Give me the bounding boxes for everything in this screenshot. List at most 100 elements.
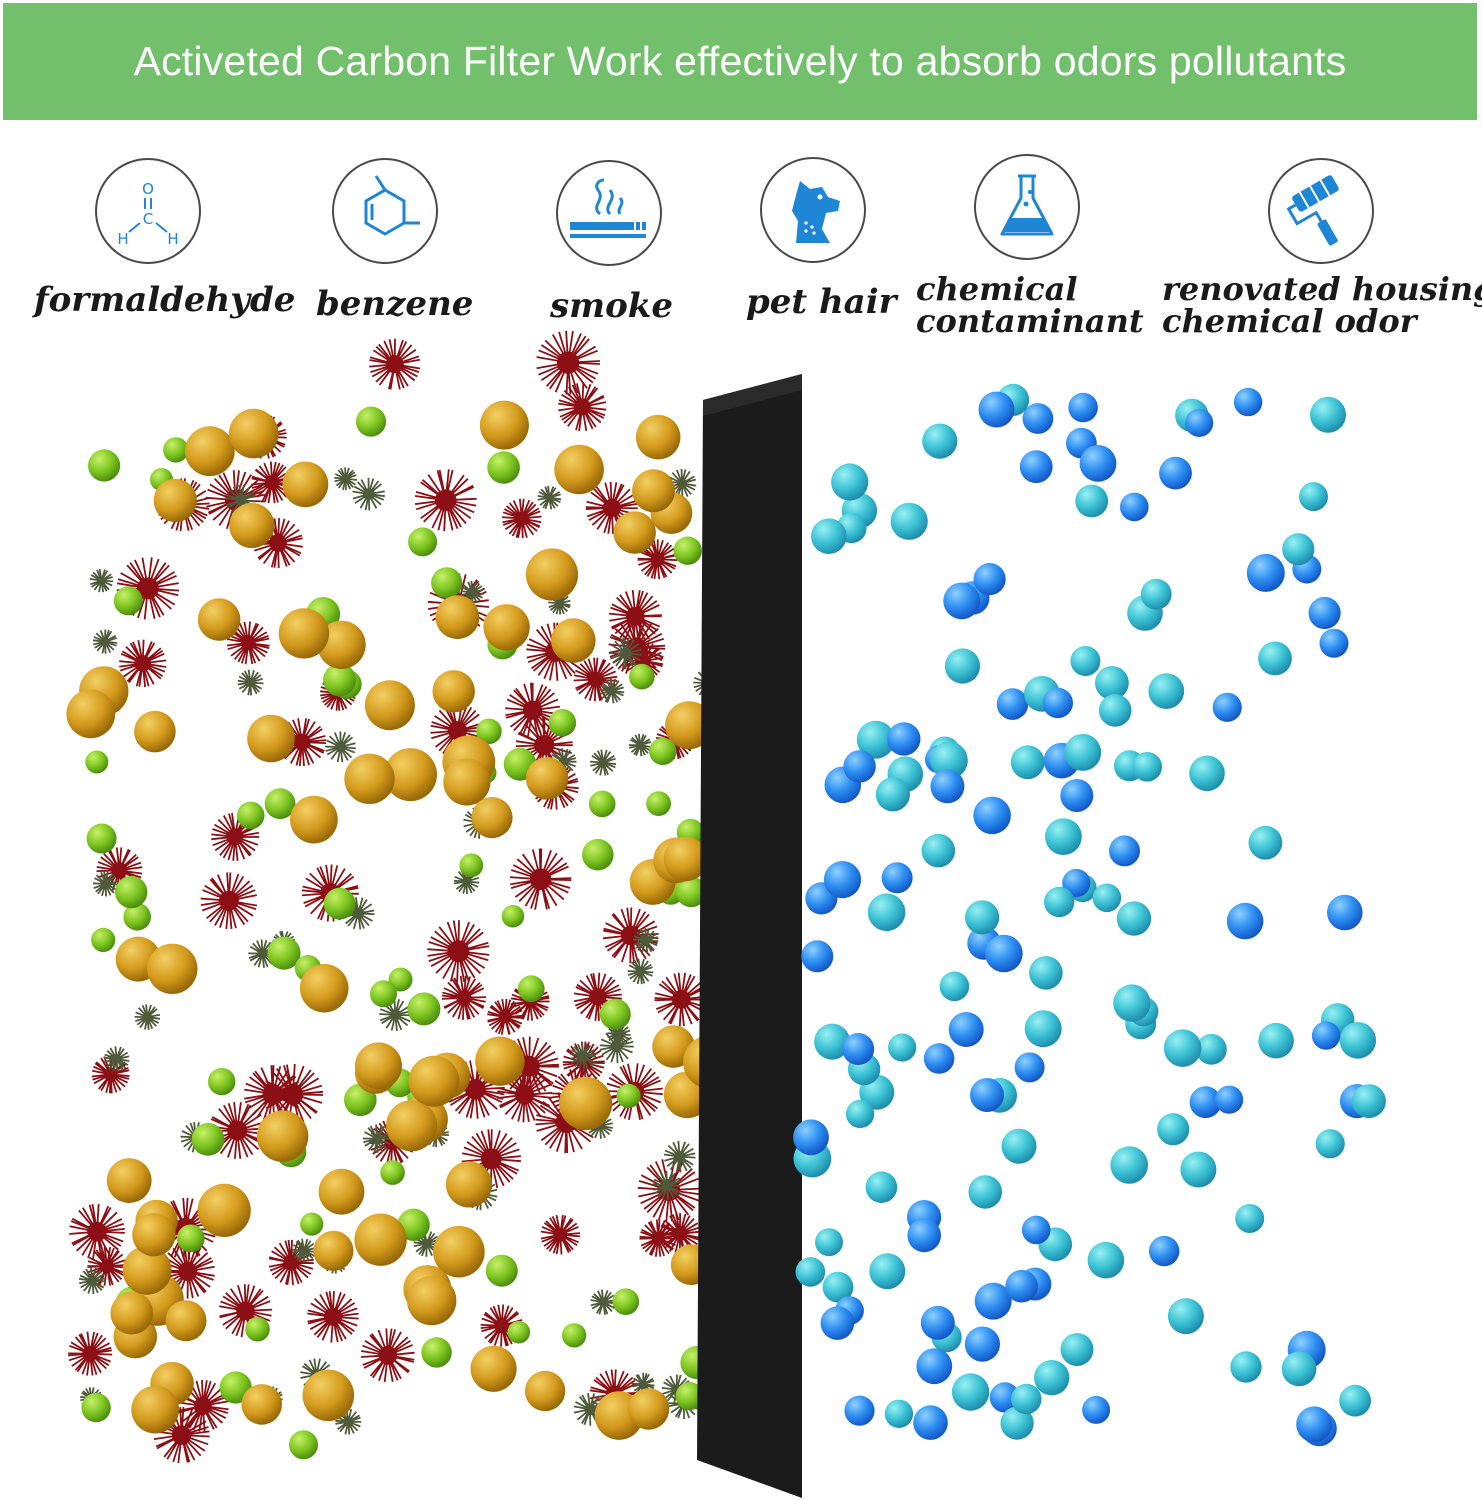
clean-air-particle [1159,456,1192,490]
spiky-particle [637,539,678,580]
gold-particle [318,1168,365,1215]
label-chemical: chemical [916,270,1078,308]
spore-particle [460,581,484,605]
label-renovated-housing: renovated housing [1162,270,1482,308]
green-particle [123,903,151,931]
gold-particle [613,511,656,554]
green-particle [649,737,677,766]
clean-air-particle [1132,752,1162,782]
green-particle [501,904,525,928]
spore-particle [652,1170,682,1200]
spore-particle [590,749,617,776]
clean-air-particle [973,563,1006,596]
gold-particle [147,943,198,994]
spiky-particle [558,382,607,432]
spiky-particle [244,1065,302,1123]
spiky-particle [307,1290,359,1343]
gold-particle [525,757,569,800]
clean-air-particle [1029,956,1063,990]
clean-air-particle [1024,1010,1062,1048]
green-particle [431,567,463,599]
clean-air-particle [1140,578,1172,610]
hydrogen-atom-left: H [117,230,128,248]
clean-air-particle [978,391,1015,428]
gold-particle [407,1275,457,1326]
clean-air-particle [823,861,862,899]
clean-air-particle [881,862,913,894]
green-particle [548,709,577,737]
spiky-particle [200,872,258,930]
cigarette-smoke-icon [556,160,662,266]
clean-air-particle [1233,387,1263,417]
gold-particle [165,1300,207,1342]
gold-particle [256,1110,309,1162]
gold-particle [299,963,349,1013]
spore-particle [335,1408,362,1435]
green-particle [616,1083,641,1108]
green-particle [163,437,189,463]
clean-air-particle [1098,694,1132,727]
green-particle [323,887,356,920]
clean-air-particle [1113,984,1151,1022]
gold-particle [66,689,116,739]
gold-particle [344,753,395,804]
green-particle [115,875,148,909]
green-particle [355,406,387,437]
spore-particle [667,468,697,498]
spore-particle [590,1289,616,1315]
clean-air-particle [1248,825,1283,860]
gold-particle [131,1385,180,1434]
clean-air-particle [1157,1113,1190,1146]
clean-air-particle [1092,883,1122,913]
clean-air-particle [1246,553,1285,592]
spiky-particle [509,848,572,910]
green-particle [612,1288,640,1315]
clean-air-particle [884,1399,914,1429]
clean-air-particle [888,1033,917,1062]
spore-particle [103,1046,130,1072]
spiky-particle [480,1304,523,1347]
gold-particle [241,1384,282,1425]
clean-air-particle [1011,1383,1042,1415]
clean-air-particle [1339,1384,1371,1417]
clean-air-particle [1070,646,1101,676]
clean-air-particle [1196,1033,1227,1065]
gold-particle [433,1225,485,1278]
green-particle [380,1160,405,1185]
clean-air-particle [1068,392,1098,423]
clean-air-particle [1120,492,1149,522]
gold-particle [132,1213,176,1257]
spore-particle [92,629,118,654]
gold-particle [559,1076,613,1131]
gold-particle [355,1042,402,1090]
clean-air-particle [801,940,834,973]
clean-air-particle [1005,1269,1038,1303]
clean-air-particle [1180,1151,1217,1188]
clean-air-particle [923,1043,955,1074]
spore-particle [453,868,480,895]
clean-air-particle [930,769,965,804]
gold-particle [110,1291,154,1335]
green-particle [507,1320,531,1344]
green-particle [675,876,707,908]
label-benzene: benzene [316,284,474,324]
green-particle [370,980,397,1008]
spore-particle [570,1043,597,1070]
gold-particle [471,797,513,839]
clean-air-particle [843,750,876,783]
clean-air-particle [1308,596,1341,630]
spiky-particle [639,1219,677,1257]
clean-air-particle [1163,1029,1202,1067]
clean-air-particle [856,720,895,759]
spiky-particle [116,557,180,620]
spore-particle [78,1267,106,1295]
clean-air-particle [822,1271,854,1303]
pollutant-particles [66,330,737,1464]
title-banner: Activeted Carbon Filter Work effectively… [3,3,1477,120]
clean-air-particle [1319,628,1349,658]
spore-particle [599,678,625,704]
green-particle [629,663,655,690]
dog-head-icon [760,157,866,263]
spiky-particle [487,998,524,1035]
spiky-particle [609,589,662,643]
